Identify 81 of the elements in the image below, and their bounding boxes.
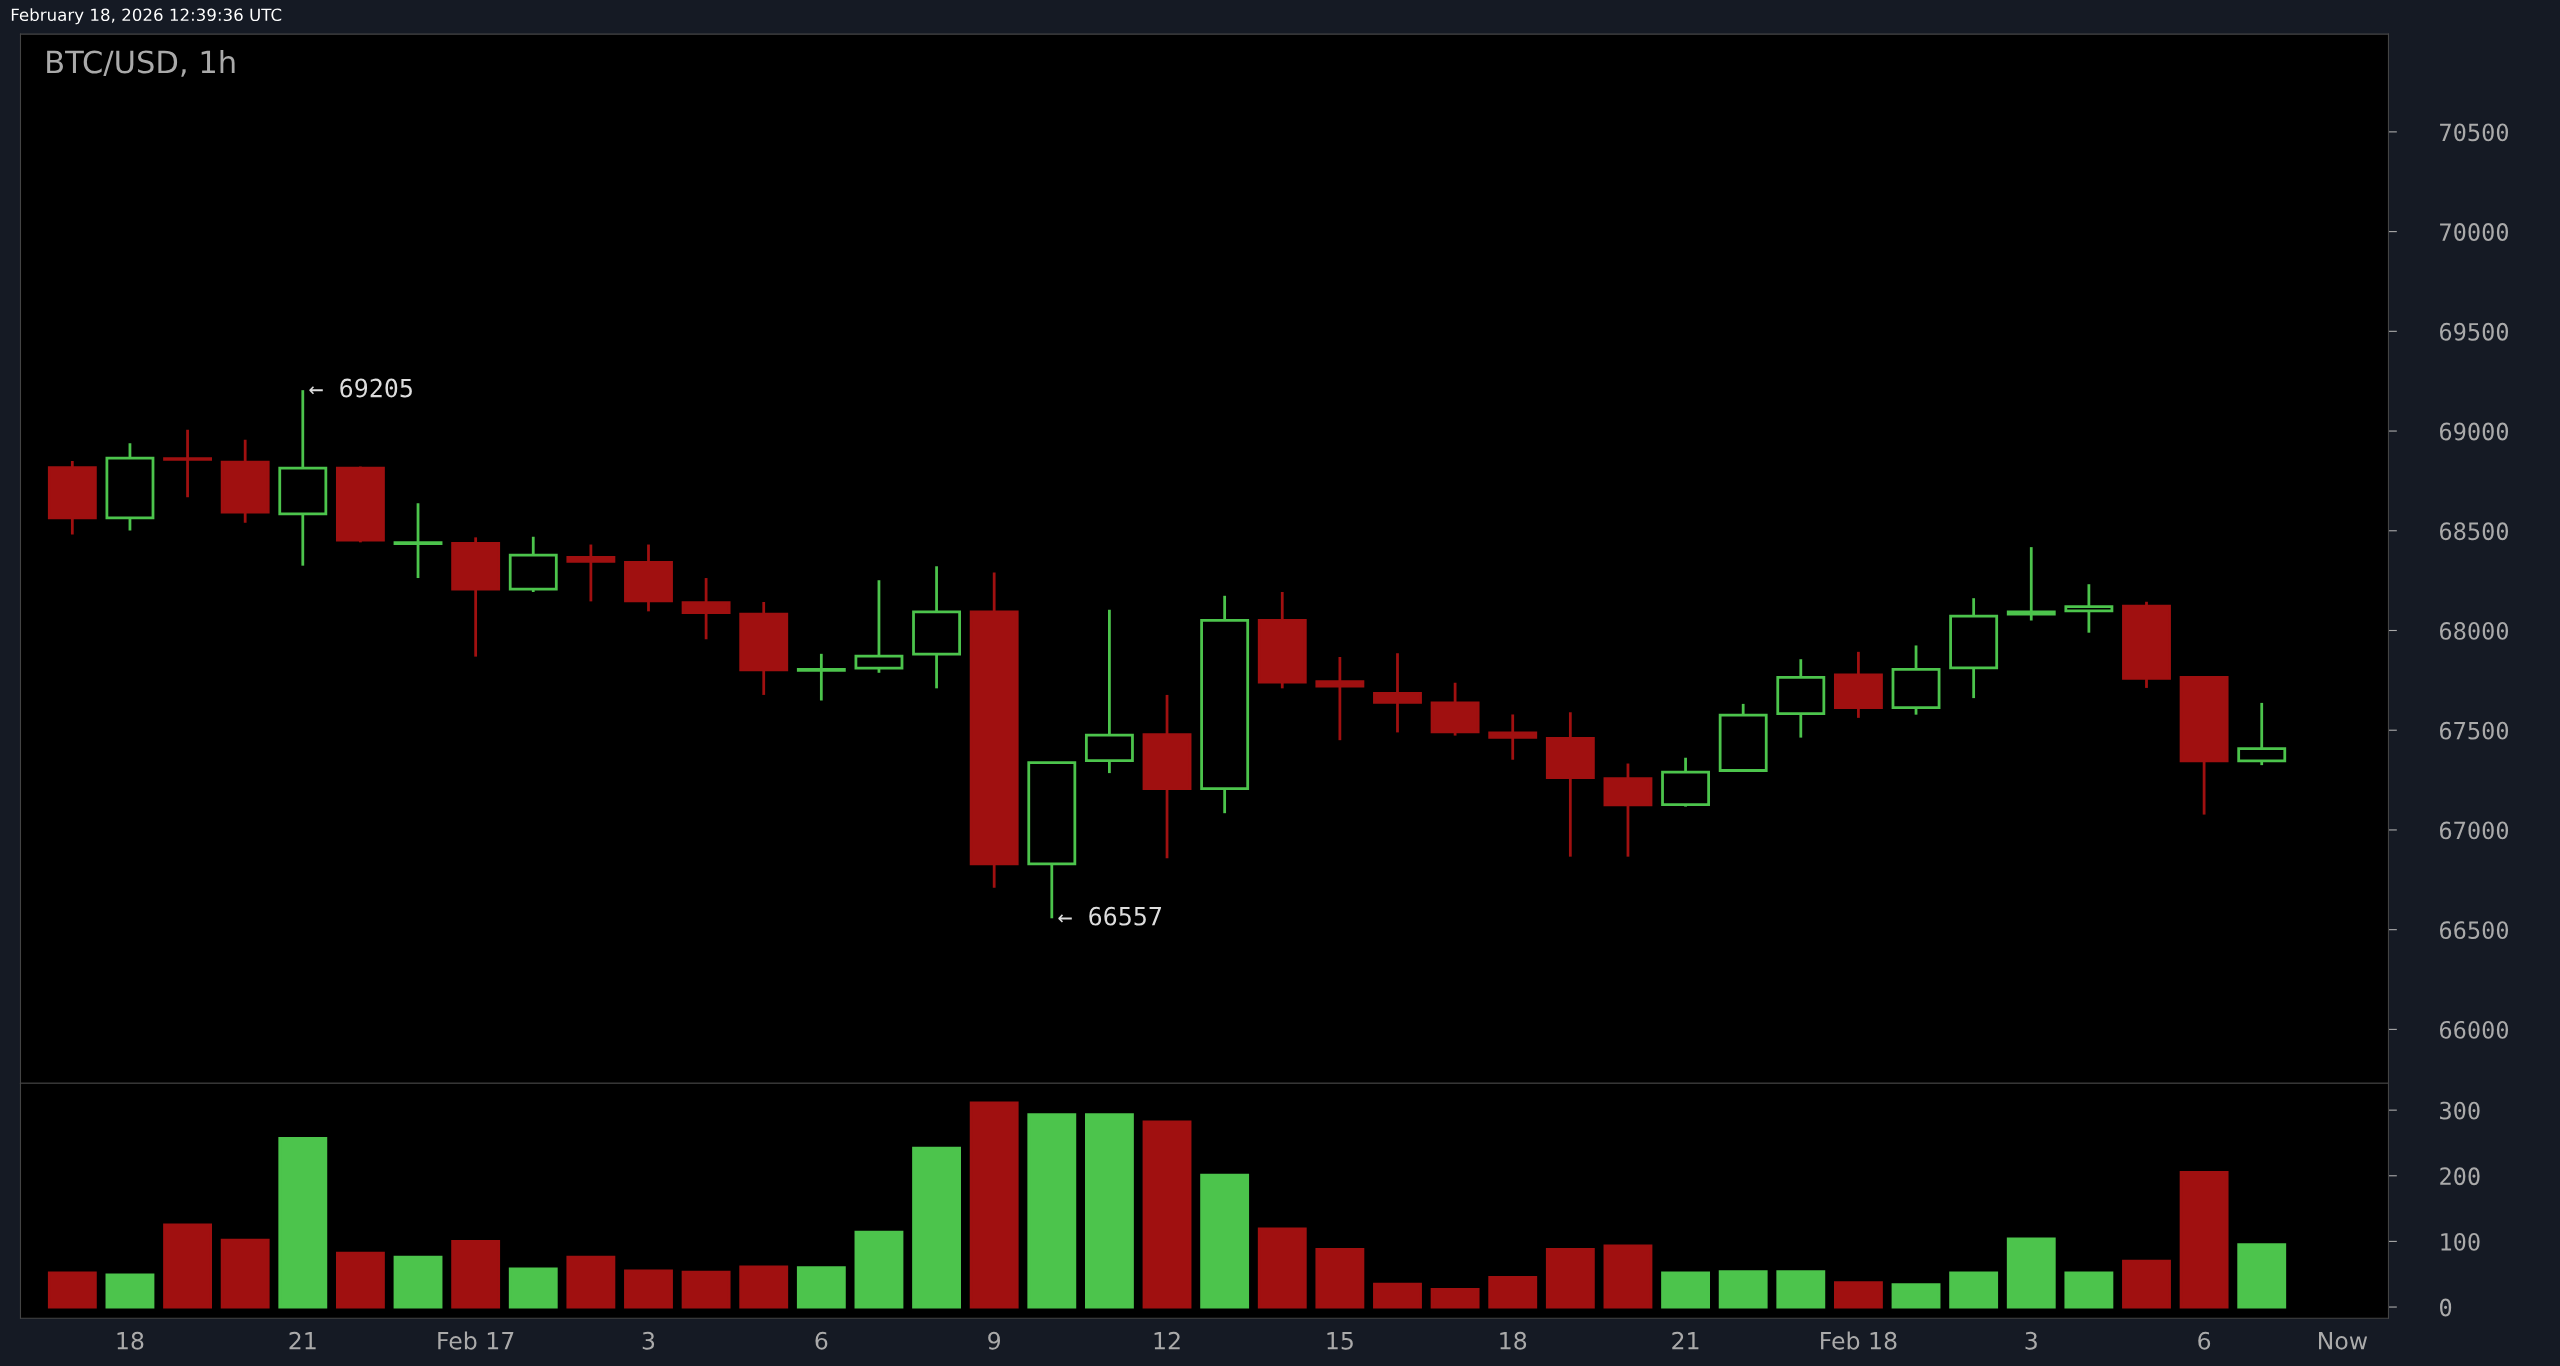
bar xyxy=(335,1251,385,1309)
candlestick xyxy=(2064,582,2114,635)
chart-title: BTC/USD, 1h xyxy=(47,49,235,77)
bar xyxy=(1545,1247,1595,1309)
bar xyxy=(969,1101,1019,1309)
candlestick xyxy=(1373,651,1422,734)
candlestick xyxy=(854,578,904,675)
candlestick xyxy=(566,543,616,603)
bar xyxy=(2122,1259,2171,1309)
bar xyxy=(566,1255,616,1309)
bar xyxy=(739,1265,789,1309)
bar xyxy=(1084,1113,1134,1309)
y-tick-label: 67500 xyxy=(2440,721,2509,740)
y-tick-label: 100 xyxy=(2441,1232,2480,1251)
bar xyxy=(1257,1227,1307,1309)
bar xyxy=(1488,1276,1538,1309)
bar xyxy=(854,1230,904,1309)
bar xyxy=(451,1240,501,1309)
bar xyxy=(1833,1281,1883,1309)
x-tick-label: 18 xyxy=(117,1331,144,1350)
bar xyxy=(1891,1283,1941,1309)
y-tick-label: 0 xyxy=(2440,1298,2452,1317)
y-tick-label: 66500 xyxy=(2440,921,2509,940)
bar xyxy=(1142,1120,1192,1309)
candlestick xyxy=(393,501,443,580)
x-tick-label: 18 xyxy=(1500,1331,1527,1350)
bar xyxy=(1430,1287,1480,1309)
annotation: ← 66557 xyxy=(1058,906,1162,926)
y-tick-label: 68500 xyxy=(2440,522,2509,541)
candlestick xyxy=(1315,655,1365,742)
x-tick-label: 3 xyxy=(2025,1331,2037,1350)
x-tick-label: Feb 17 xyxy=(438,1331,514,1350)
annotation: ← 69205 xyxy=(309,378,412,398)
x-tick-label: 21 xyxy=(289,1331,316,1350)
x-tick-label: 15 xyxy=(1327,1332,1353,1350)
bar xyxy=(1949,1271,1999,1309)
x-tick-label: 21 xyxy=(1672,1331,1699,1350)
bar xyxy=(681,1270,731,1309)
bar xyxy=(105,1273,155,1309)
bar xyxy=(1603,1244,1653,1309)
bar xyxy=(1315,1247,1365,1309)
bar xyxy=(2006,1237,2056,1309)
y-tick-label: 300 xyxy=(2440,1101,2480,1120)
candlestick xyxy=(796,652,846,702)
bar xyxy=(47,1271,97,1309)
y-tick-label: 69500 xyxy=(2440,322,2509,341)
bar xyxy=(2179,1171,2229,1309)
y-tick-label: 70500 xyxy=(2440,123,2509,142)
x-tick-label: Now xyxy=(2318,1332,2368,1350)
x-tick-label: 3 xyxy=(642,1331,655,1350)
text: February 18, 2026 12:39:36 UTC xyxy=(11,8,282,25)
y-tick-label: 68000 xyxy=(2440,622,2509,640)
y-tick-label: 66000 xyxy=(2440,1020,2509,1039)
y-tick-label: 70000 xyxy=(2440,223,2509,241)
bar xyxy=(393,1255,443,1309)
bar xyxy=(1776,1270,1826,1309)
candlestick xyxy=(163,428,212,499)
bar xyxy=(220,1238,270,1309)
bar xyxy=(1027,1113,1077,1309)
bar xyxy=(1200,1173,1250,1309)
bar xyxy=(1661,1271,1711,1309)
x-tick-label: 6 xyxy=(815,1331,828,1350)
bar xyxy=(1373,1282,1422,1309)
candlestick xyxy=(1488,713,1538,762)
x-tick-label: Feb 18 xyxy=(1821,1331,1897,1350)
x-tick-label: 9 xyxy=(988,1331,1001,1350)
bar xyxy=(912,1146,961,1309)
bar xyxy=(796,1266,846,1309)
bar xyxy=(278,1136,328,1309)
x-tick-label: 12 xyxy=(1154,1331,1180,1350)
y-tick-label: 69000 xyxy=(2440,422,2509,441)
bar xyxy=(1718,1270,1768,1309)
bar xyxy=(2237,1243,2287,1309)
y-tick-label: 67000 xyxy=(2440,821,2509,840)
x-tick-label: 6 xyxy=(2198,1331,2211,1350)
bar xyxy=(2064,1271,2114,1309)
candlestick xyxy=(2006,545,2056,622)
bar xyxy=(624,1269,673,1309)
bar xyxy=(163,1223,212,1309)
bar xyxy=(508,1267,558,1309)
y-tick-label: 200 xyxy=(2440,1167,2480,1186)
